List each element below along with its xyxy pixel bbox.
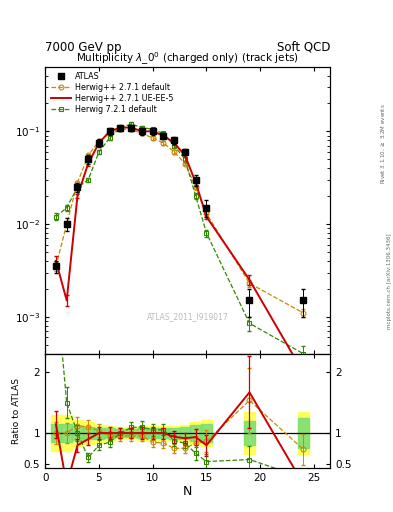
Bar xyxy=(147,428,158,438)
Bar xyxy=(201,420,212,446)
Bar xyxy=(51,415,61,452)
Bar xyxy=(137,428,147,438)
Text: Rivet 3.1.10, $\geq$ 3.2M events: Rivet 3.1.10, $\geq$ 3.2M events xyxy=(379,103,387,184)
Text: ATLAS_2011_I919017: ATLAS_2011_I919017 xyxy=(147,312,229,321)
Bar xyxy=(169,428,180,439)
Bar xyxy=(51,424,61,442)
Bar xyxy=(61,415,72,452)
Bar xyxy=(147,426,158,440)
X-axis label: N: N xyxy=(183,485,192,498)
Bar xyxy=(190,425,201,441)
Bar xyxy=(94,428,104,439)
Bar xyxy=(104,428,115,438)
Bar xyxy=(137,426,147,440)
Bar xyxy=(298,418,309,449)
Title: Multiplicity $\lambda\_0^0$ (charged only) (track jets): Multiplicity $\lambda\_0^0$ (charged onl… xyxy=(76,50,299,67)
Bar xyxy=(83,422,94,444)
Bar xyxy=(190,422,201,444)
Bar xyxy=(158,428,169,438)
Text: 7000 GeV pp: 7000 GeV pp xyxy=(45,41,122,54)
Text: Soft QCD: Soft QCD xyxy=(277,41,330,54)
Bar xyxy=(115,427,126,439)
Bar xyxy=(83,427,94,439)
Bar xyxy=(244,412,255,455)
Bar xyxy=(94,424,104,442)
Bar xyxy=(158,426,169,440)
Bar xyxy=(61,424,72,442)
Bar xyxy=(126,427,137,439)
Bar xyxy=(104,425,115,440)
Bar xyxy=(201,424,212,442)
Bar xyxy=(298,412,309,455)
Bar xyxy=(180,424,190,442)
Bar xyxy=(72,425,83,440)
Y-axis label: Ratio to ATLAS: Ratio to ATLAS xyxy=(12,378,21,444)
Legend: ATLAS, Herwig++ 2.7.1 default, Herwig++ 2.7.1 UE-EE-5, Herwig 7.2.1 default: ATLAS, Herwig++ 2.7.1 default, Herwig++ … xyxy=(49,71,175,116)
Bar xyxy=(180,427,190,439)
Bar xyxy=(244,421,255,445)
Bar xyxy=(126,429,137,437)
Text: mcplots.cern.ch [arXiv:1306.3436]: mcplots.cern.ch [arXiv:1306.3436] xyxy=(387,234,391,329)
Bar xyxy=(72,420,83,446)
Bar xyxy=(169,425,180,440)
Bar xyxy=(115,429,126,437)
